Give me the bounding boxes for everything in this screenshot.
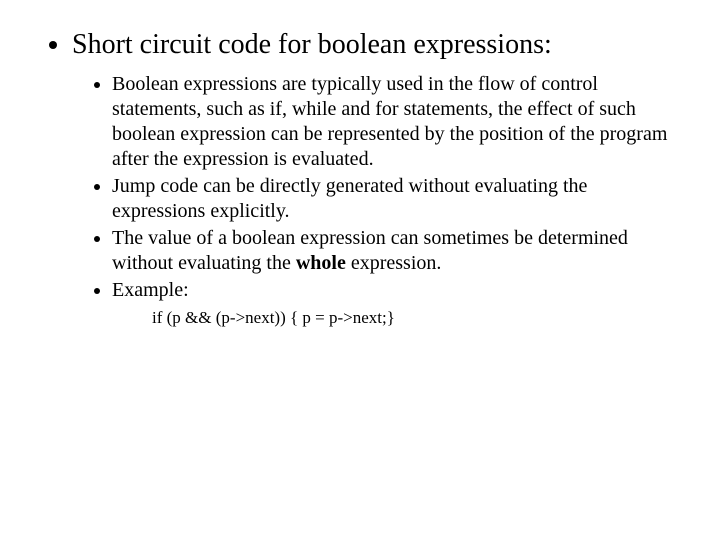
bullet-2: Jump code can be directly generated with…	[112, 174, 680, 224]
bullet-1: Boolean expressions are typically used i…	[112, 72, 680, 172]
example-code: if (p && (p->next)) { p = p->next;}	[152, 307, 680, 329]
bullet-3: The value of a boolean expression can so…	[112, 226, 680, 276]
bullet-3-bold: whole	[296, 252, 346, 274]
slide-content: Short circuit code for boolean expressio…	[0, 0, 720, 540]
slide-title: Short circuit code for boolean expressio…	[72, 28, 680, 62]
top-bullet-list: Short circuit code for boolean expressio…	[40, 28, 680, 62]
sub-bullet-list: Boolean expressions are typically used i…	[40, 72, 680, 303]
bullet-3-part2: expression.	[346, 252, 442, 274]
bullet-4: Example:	[112, 278, 680, 303]
